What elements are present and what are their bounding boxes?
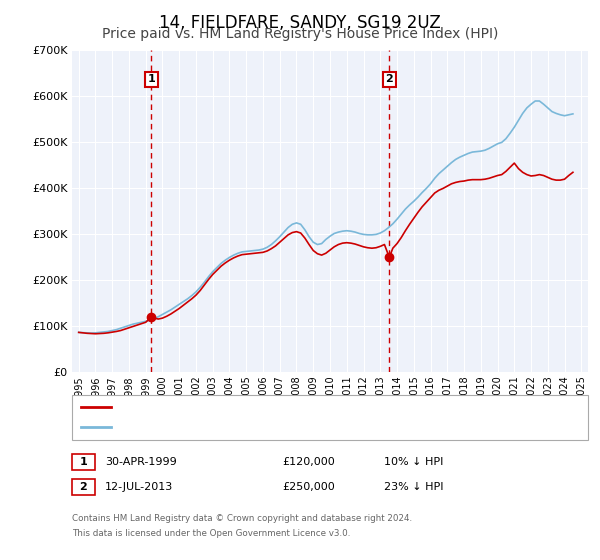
Text: 23% ↓ HPI: 23% ↓ HPI	[384, 482, 443, 492]
Text: This data is licensed under the Open Government Licence v3.0.: This data is licensed under the Open Gov…	[72, 529, 350, 538]
Text: 12-JUL-2013: 12-JUL-2013	[105, 482, 173, 492]
Text: 2: 2	[80, 482, 87, 492]
Text: 14, FIELDFARE, SANDY, SG19 2UZ (detached house): 14, FIELDFARE, SANDY, SG19 2UZ (detached…	[117, 402, 388, 412]
Text: 1: 1	[80, 457, 87, 467]
Text: £250,000: £250,000	[282, 482, 335, 492]
Text: 10% ↓ HPI: 10% ↓ HPI	[384, 457, 443, 467]
Text: 14, FIELDFARE, SANDY, SG19 2UZ: 14, FIELDFARE, SANDY, SG19 2UZ	[159, 14, 441, 32]
Text: Contains HM Land Registry data © Crown copyright and database right 2024.: Contains HM Land Registry data © Crown c…	[72, 514, 412, 523]
Text: 1: 1	[148, 74, 155, 85]
Text: 30-APR-1999: 30-APR-1999	[105, 457, 177, 467]
Text: HPI: Average price, detached house, Central Bedfordshire: HPI: Average price, detached house, Cent…	[117, 422, 418, 432]
Text: Price paid vs. HM Land Registry's House Price Index (HPI): Price paid vs. HM Land Registry's House …	[102, 27, 498, 41]
Text: 2: 2	[385, 74, 393, 85]
Text: £120,000: £120,000	[282, 457, 335, 467]
